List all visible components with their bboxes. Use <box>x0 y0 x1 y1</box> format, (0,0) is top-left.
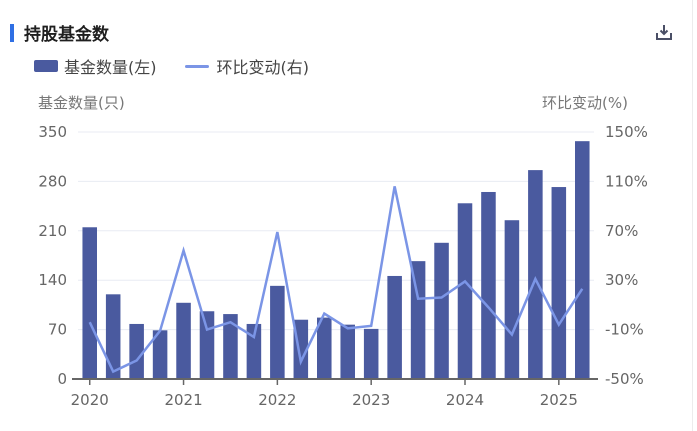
line-swatch-icon <box>184 64 209 68</box>
x-axis-tick: 2020 <box>71 391 109 409</box>
bar[interactable] <box>82 227 97 379</box>
left-axis-tick: 70 <box>48 321 67 339</box>
left-axis-tick: 0 <box>57 370 67 388</box>
x-axis-tick: 2025 <box>540 391 578 409</box>
x-axis-tick: 2022 <box>258 391 296 409</box>
bar[interactable] <box>270 285 285 379</box>
axes: 0 70 140 210 280 350 -50% -10% 30% 70% 110% 150% 202… <box>38 123 648 409</box>
bar[interactable] <box>199 311 215 379</box>
legend-item-qoq-change[interactable]: 环比变动(右) <box>184 54 310 78</box>
bar-series <box>82 141 590 379</box>
download-icon[interactable] <box>654 22 674 42</box>
bar[interactable] <box>457 203 473 379</box>
bar[interactable] <box>246 323 262 379</box>
right-axis-tick: 150% <box>605 123 648 141</box>
bar[interactable] <box>481 191 496 379</box>
right-axis-tick: 30% <box>605 271 638 289</box>
x-axis-tick: 2024 <box>446 391 484 409</box>
bar[interactable] <box>105 294 121 379</box>
line-series <box>88 186 584 374</box>
bar[interactable] <box>387 275 402 379</box>
legend-label-fund-count: 基金数量(左) <box>64 58 157 77</box>
bar[interactable] <box>293 319 309 379</box>
bar[interactable] <box>129 323 144 379</box>
right-axis-tick: 110% <box>605 172 648 190</box>
bar[interactable] <box>152 330 168 379</box>
left-axis-tick: 210 <box>38 222 67 240</box>
right-axis-title: 环比变动(%) <box>542 94 628 112</box>
left-axis-tick: 280 <box>38 172 67 190</box>
x-axis-tick: 2023 <box>352 391 390 409</box>
right-axis-tick: -50% <box>605 370 644 388</box>
qoq-change-line[interactable] <box>88 186 584 374</box>
bar[interactable] <box>340 324 355 379</box>
left-axis-title: 基金数量(只) <box>38 94 125 112</box>
chart-title: 持股基金数 <box>24 25 109 45</box>
legend-label-qoq-change: 环比变动(右) <box>216 58 310 77</box>
bar[interactable] <box>551 187 567 379</box>
right-axis-tick: -10% <box>605 321 644 339</box>
bar[interactable] <box>528 170 543 379</box>
bar[interactable] <box>176 302 191 379</box>
legend-item-fund-count[interactable]: 基金数量(左) <box>34 54 157 78</box>
bar[interactable] <box>575 141 590 379</box>
chart-header: 持股基金数 <box>10 20 109 45</box>
legend: 基金数量(左) 环比变动(右) <box>34 54 337 78</box>
left-axis-tick: 350 <box>38 123 67 141</box>
bar[interactable] <box>317 317 332 379</box>
right-axis-tick: 70% <box>605 222 638 240</box>
x-axis-tick: 2021 <box>164 391 202 409</box>
bar[interactable] <box>363 328 379 379</box>
bar[interactable] <box>410 261 426 379</box>
panel-right-border <box>692 0 693 431</box>
left-axis-tick: 140 <box>38 271 67 289</box>
bar-swatch-icon <box>34 60 58 72</box>
bar[interactable] <box>434 242 449 379</box>
bar[interactable] <box>504 220 520 379</box>
bar[interactable] <box>223 314 238 379</box>
title-accent-bar <box>10 23 14 42</box>
